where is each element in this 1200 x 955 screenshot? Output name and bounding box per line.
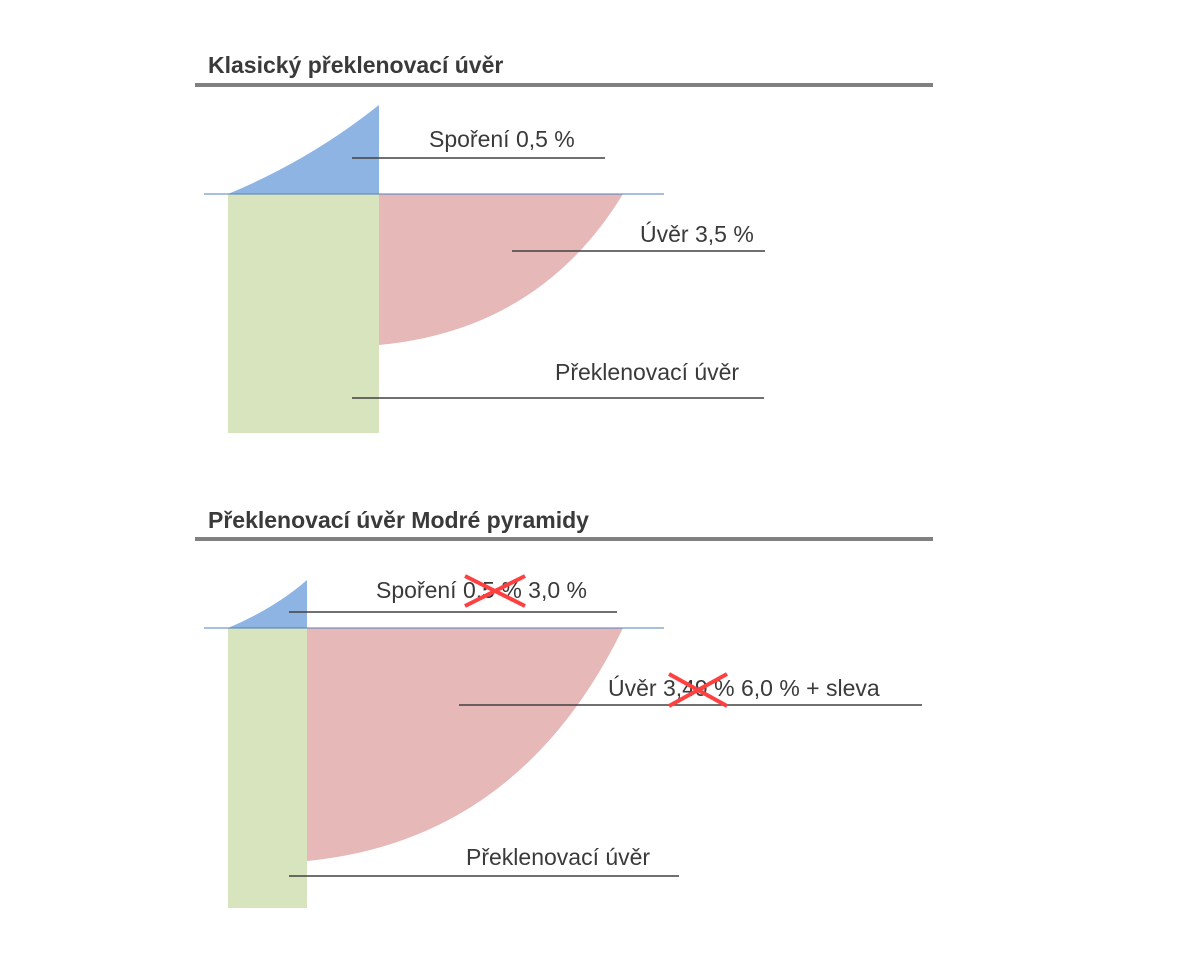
panel2-bridge-label: Překlenovací úvěr <box>466 844 651 870</box>
panel2-savings-prefix: Spoření <box>376 577 463 603</box>
panel1-savings-label: Spoření 0,5 % <box>429 126 575 152</box>
panel1-loan-label: Úvěr 3,5 % <box>640 221 754 247</box>
panel2-savings-old-rate-text: 0,5 % <box>462 577 522 603</box>
panel2-savings-area <box>228 580 307 628</box>
panel2-title-rule <box>195 537 933 541</box>
panel1-savings-area <box>228 105 379 194</box>
panel2-savings-old-rate: 0,5 % <box>462 574 526 608</box>
panel1-loan-area <box>379 194 623 345</box>
panel1-bridge-area <box>228 194 379 433</box>
panel2-loan-label: Úvěr 3,49 % 6,0 % + sleva <box>608 672 880 708</box>
panel2-title: Překlenovací úvěr Modré pyramidy <box>208 507 589 533</box>
panel2-savings-label: Spoření 0,5 % 3,0 % <box>376 574 587 608</box>
panel2-loan-new-rate: 6,0 % + sleva <box>734 675 880 701</box>
panel1-title-rule <box>195 83 933 87</box>
panel1-title: Klasický překlenovací úvěr <box>208 52 504 78</box>
panel2-savings-new-rate: 3,0 % <box>521 577 587 603</box>
panel1-bridge-label: Překlenovací úvěr <box>555 359 740 385</box>
panel2-loan-old-rate-text: 3,49 % <box>662 675 735 701</box>
panel2-loan-area <box>307 628 623 861</box>
panel2-loan-old-rate: 3,49 % <box>662 672 735 708</box>
panel2-bridge-area <box>228 628 307 908</box>
panel2-loan-prefix: Úvěr <box>608 675 663 701</box>
